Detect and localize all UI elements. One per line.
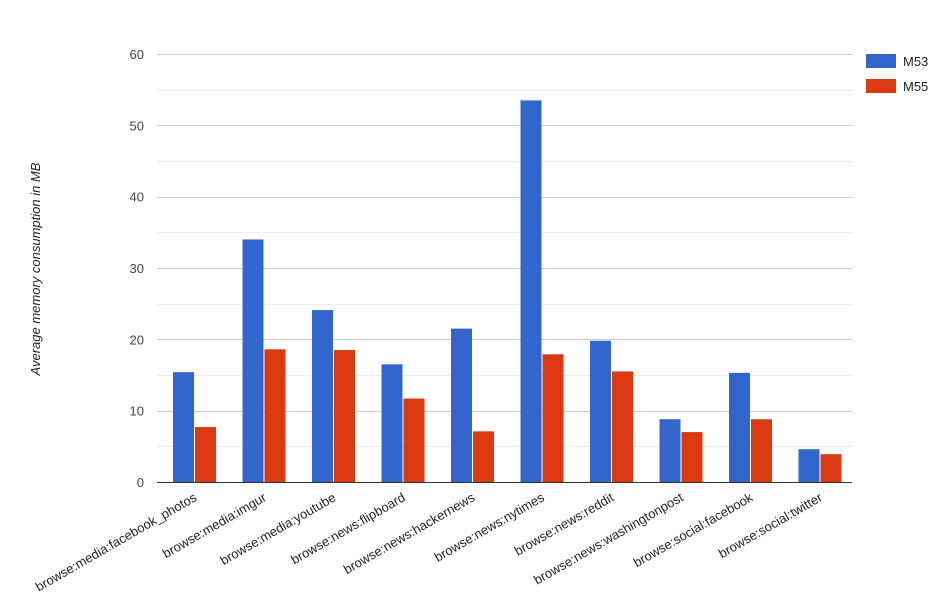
y-tick-label: 20 <box>130 332 144 347</box>
legend-label-m53: M53 <box>903 54 928 69</box>
bar-m53-4 <box>451 328 472 482</box>
legend-swatch-m53 <box>866 54 896 68</box>
x-tick-label: browse:news:flipboard <box>288 490 408 568</box>
bar-m55-6 <box>612 371 633 482</box>
bar-m55-3 <box>403 398 425 482</box>
bar-m55-2 <box>334 350 355 482</box>
bar-m55-1 <box>264 349 286 482</box>
bar-m53-7 <box>659 419 681 482</box>
y-tick-label: 0 <box>137 475 144 490</box>
bar-m53-5 <box>520 100 542 482</box>
bar-m55-8 <box>751 419 772 482</box>
bar-m53-3 <box>381 364 403 482</box>
legend-swatch-m55 <box>866 79 896 93</box>
bar-m55-7 <box>681 432 703 482</box>
bar-m55-4 <box>473 431 494 482</box>
legend-label-m55: M55 <box>903 79 928 94</box>
bar-m53-8 <box>729 372 750 482</box>
bar-m55-5 <box>542 354 564 482</box>
bar-m53-1 <box>242 239 264 482</box>
y-tick-label: 60 <box>130 47 144 62</box>
y-tick-label: 40 <box>130 190 144 205</box>
bar-m55-0 <box>195 427 216 482</box>
y-axis-title: Average memory consumption in MB <box>28 162 43 376</box>
legend: M53 M55 <box>866 54 928 94</box>
bar-m55-9 <box>820 454 842 482</box>
bar-m53-0 <box>173 372 194 482</box>
x-axis-labels: browse:media:facebook_photosbrowse:media… <box>33 489 826 594</box>
y-tick-label: 50 <box>130 118 144 133</box>
x-tick-label: browse:news:hackernews <box>341 489 478 577</box>
x-tick-label: browse:media:youtube <box>217 490 338 568</box>
y-axis-ticks: 0 10 20 30 40 50 60 <box>130 47 144 490</box>
bar-m53-9 <box>798 449 820 482</box>
y-tick-label: 30 <box>130 261 144 276</box>
bars <box>173 100 842 482</box>
bar-m53-6 <box>590 340 611 482</box>
y-tick-label: 10 <box>130 404 144 419</box>
bar-m53-2 <box>312 310 333 482</box>
x-tick-label: browse:social:facebook <box>631 489 756 570</box>
